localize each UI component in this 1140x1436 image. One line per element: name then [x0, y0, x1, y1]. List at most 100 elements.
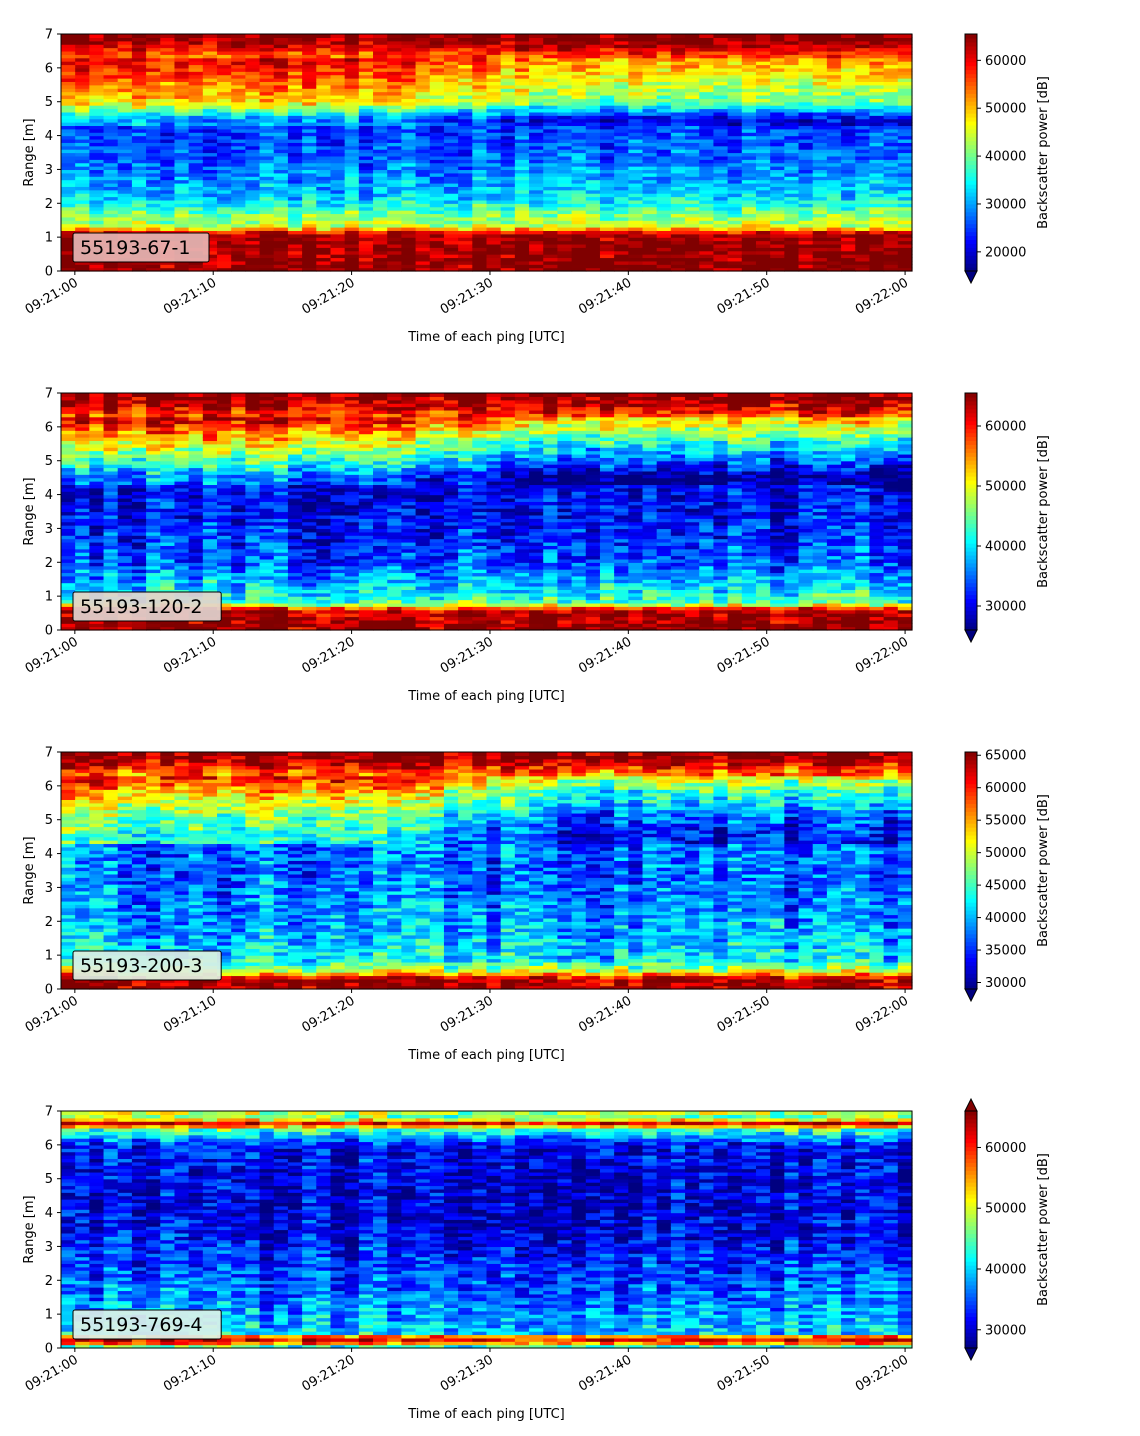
heatmap-cell [117, 393, 133, 397]
colorbar-segment [965, 235, 977, 240]
heatmap-cell [89, 193, 105, 198]
heatmap-cell [231, 64, 246, 69]
heatmap-cell [202, 115, 218, 120]
colorbar-segment [965, 195, 977, 201]
heatmap-cell [514, 176, 530, 181]
heatmap-cell [585, 74, 601, 79]
heatmap-cell [571, 230, 587, 235]
heatmap-cell [146, 98, 161, 103]
heatmap-cell [571, 67, 587, 72]
heatmap-cell [146, 54, 161, 59]
heatmap-cell [486, 98, 502, 103]
heatmap-cell [486, 71, 502, 76]
heatmap-cell [231, 172, 246, 177]
heatmap-cell [529, 111, 544, 116]
heatmap-cell [543, 78, 559, 82]
heatmap-cell [231, 243, 246, 248]
heatmap-cell [245, 71, 261, 76]
heatmap-cell [472, 250, 488, 255]
heatmap-cell [557, 213, 573, 218]
heatmap-cell [245, 64, 261, 69]
heatmap-cell [443, 98, 459, 103]
heatmap-cell [529, 254, 544, 259]
heatmap-cell [387, 40, 402, 45]
heatmap-cell [245, 67, 261, 72]
colorbar-segment [965, 255, 977, 260]
heatmap-cell [131, 67, 147, 72]
heatmap-cell [217, 94, 232, 99]
heatmap-cell [117, 142, 133, 147]
heatmap-cell [160, 57, 176, 62]
heatmap-cell [628, 162, 644, 167]
heatmap-cell [614, 152, 629, 157]
heatmap-cell [217, 111, 232, 116]
heatmap-cell [316, 122, 332, 127]
heatmap-cell [89, 74, 105, 79]
heatmap-cell [160, 223, 176, 228]
heatmap-cell [146, 44, 161, 49]
heatmap-cell [614, 50, 629, 55]
heatmap-cell [529, 54, 544, 59]
heatmap-cell [344, 50, 360, 55]
heatmap-cell [387, 213, 402, 218]
heatmap-cell [344, 240, 360, 245]
heatmap-cell [429, 111, 445, 116]
heatmap-cell [599, 162, 615, 167]
heatmap-cell [415, 172, 431, 177]
heatmap-cell [543, 199, 559, 204]
heatmap-cell [287, 135, 303, 140]
heatmap-cell [231, 152, 246, 157]
heatmap-cell [330, 203, 346, 208]
heatmap-cell [557, 162, 573, 167]
heatmap-cell [429, 40, 445, 45]
heatmap-cell [401, 84, 417, 89]
heatmap-cell [75, 50, 90, 55]
heatmap-cell [486, 138, 502, 143]
heatmap-cell [486, 37, 502, 42]
heatmap-cell [614, 94, 629, 99]
heatmap-cell [202, 237, 218, 242]
heatmap-cell [429, 196, 445, 201]
heatmap-cell [188, 54, 204, 59]
heatmap-cell [543, 125, 559, 130]
heatmap-cell [103, 84, 119, 89]
heatmap-cell [599, 267, 615, 272]
heatmap-cell [160, 186, 176, 191]
heatmap-cell [103, 260, 119, 265]
heatmap-cell [259, 203, 275, 208]
heatmap-cell [202, 267, 218, 272]
heatmap-cell [614, 169, 629, 174]
heatmap-cell [387, 247, 402, 252]
heatmap-cell [259, 111, 275, 116]
heatmap-cell [614, 254, 629, 259]
heatmap-cell [472, 71, 488, 76]
heatmap-cell [131, 57, 147, 62]
heatmap-cell [415, 220, 431, 225]
heatmap-cell [174, 155, 190, 160]
heatmap-cell [245, 267, 261, 272]
heatmap-cell [529, 118, 544, 123]
x-tick-label: 09:21:20 [300, 275, 358, 317]
heatmap-cell [61, 122, 76, 127]
heatmap-cell [174, 81, 190, 86]
heatmap-cell [415, 213, 431, 218]
heatmap-cell [557, 138, 573, 143]
heatmap-cell [472, 179, 488, 184]
heatmap-cell [174, 210, 190, 215]
heatmap-cell [557, 115, 573, 120]
heatmap-cell [302, 196, 317, 201]
heatmap-cell [61, 199, 76, 204]
heatmap-cell [387, 267, 402, 272]
heatmap-cell [557, 172, 573, 177]
heatmap-cell [642, 94, 658, 99]
heatmap-cell [557, 142, 573, 147]
heatmap-cell [330, 237, 346, 242]
heatmap-cell [117, 176, 133, 181]
heatmap-cell [231, 71, 246, 76]
heatmap-cell [571, 50, 587, 55]
heatmap-cell [443, 74, 459, 79]
heatmap-cell [231, 37, 246, 42]
heatmap-cell [146, 64, 161, 69]
heatmap-cell [599, 260, 615, 265]
heatmap-cell [500, 37, 516, 42]
